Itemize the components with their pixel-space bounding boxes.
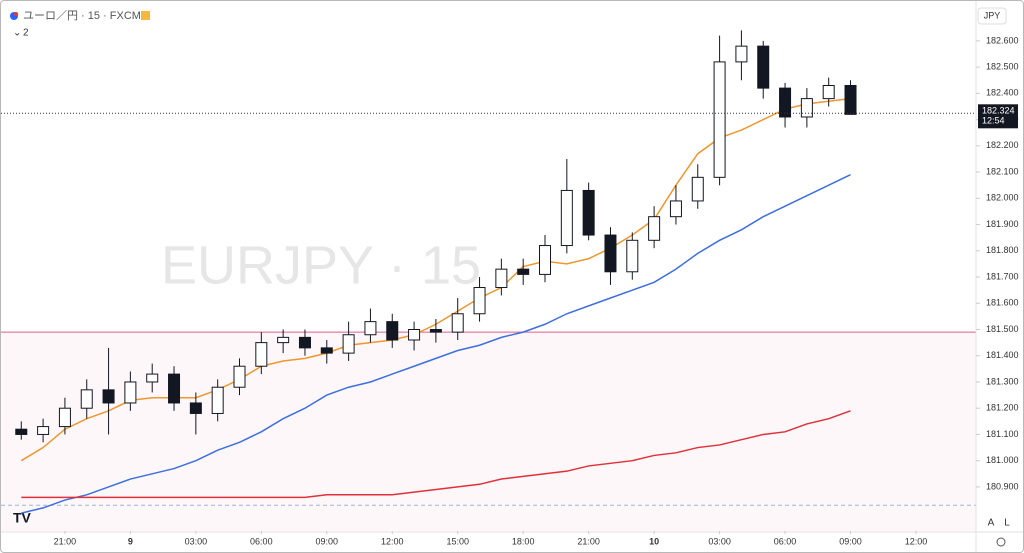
y-tick-label: 182.000 — [986, 193, 1019, 203]
candle-body — [473, 287, 486, 315]
y-tick-label: 182.600 — [986, 35, 1019, 45]
scale-button[interactable]: A — [988, 518, 995, 529]
price-tag — [978, 104, 1018, 129]
candle-body — [560, 189, 573, 247]
candle-body — [15, 428, 28, 435]
x-tick-label: 15:00 — [446, 536, 469, 546]
last-price: 182.324 — [982, 106, 1015, 116]
candle-body — [822, 84, 835, 100]
x-tick-label: 09:00 — [839, 536, 862, 546]
zone — [1, 332, 976, 531]
y-tick-label: 181.400 — [986, 350, 1019, 360]
candle-body — [582, 189, 595, 236]
y-tick-label: 181.000 — [986, 455, 1019, 465]
x-tick-label: 12:00 — [381, 536, 404, 546]
candle-body — [648, 216, 661, 241]
indicator-line — [21, 410, 851, 499]
x-tick-label: 12:00 — [905, 536, 928, 546]
candle-body — [255, 342, 268, 367]
candle-body — [429, 329, 442, 333]
y-tick-label: 182.200 — [986, 140, 1019, 150]
candle-body — [168, 373, 181, 404]
y-tick-label: 181.500 — [986, 324, 1019, 334]
candle-body — [386, 321, 399, 341]
candle-body — [517, 268, 530, 275]
x-tick-label: 10 — [649, 536, 659, 546]
symbol-icon — [14, 12, 18, 16]
candle-body — [800, 98, 813, 118]
x-tick-label: 06:00 — [774, 536, 797, 546]
y-tick-label: 181.600 — [986, 298, 1019, 308]
settings-icon[interactable] — [996, 537, 1006, 547]
x-tick-label: 21:00 — [54, 536, 77, 546]
candle-body — [277, 336, 290, 344]
y-tick-label: 181.900 — [986, 219, 1019, 229]
x-tick-label: 09:00 — [316, 536, 339, 546]
candle-body — [844, 84, 857, 115]
candle-body — [779, 87, 792, 118]
y-tick-label: 182.400 — [986, 88, 1019, 98]
candle-body — [58, 407, 71, 428]
candle-body — [669, 200, 682, 218]
y-tick-label: 182.100 — [986, 166, 1019, 176]
candle-body — [408, 329, 421, 341]
y-tick-label: 181.200 — [986, 403, 1019, 413]
candle-body — [320, 347, 333, 354]
y-tick-label: 181.100 — [986, 429, 1019, 439]
x-tick-label: 03:00 — [185, 536, 208, 546]
currency[interactable]: JPY — [984, 10, 1001, 20]
candle-body — [102, 389, 115, 404]
x-tick-label: 18:00 — [512, 536, 535, 546]
symbol-header: ユーロ／円 · 15 · FXCM — [23, 9, 141, 22]
y-tick-label: 182.500 — [986, 62, 1019, 72]
status-flag — [141, 11, 150, 20]
y-tick-label: 181.800 — [986, 245, 1019, 255]
x-tick-label: 06:00 — [250, 536, 273, 546]
candle-body — [757, 45, 770, 89]
candle-body — [735, 45, 748, 63]
candle-body — [604, 234, 617, 273]
candle-body — [342, 334, 355, 354]
indicator-line — [21, 174, 851, 514]
x-tick-label: 9 — [128, 536, 133, 546]
candle-body — [451, 313, 464, 333]
x-tick-label: 03:00 — [708, 536, 731, 546]
candle-body — [691, 176, 704, 202]
y-tick-label: 181.300 — [986, 376, 1019, 386]
candle-body — [539, 245, 552, 275]
candle-body — [713, 61, 726, 178]
countdown: 12:54 — [982, 116, 1005, 126]
x-tick-label: 21:00 — [577, 536, 600, 546]
candle-body — [495, 268, 508, 289]
logo: TV — [13, 510, 32, 526]
candle-body — [626, 239, 639, 273]
y-tick-label: 180.900 — [986, 481, 1019, 491]
candle-body — [80, 389, 93, 409]
candle-body — [37, 426, 50, 435]
y-tick-label: 181.700 — [986, 271, 1019, 281]
candle-body — [146, 373, 159, 383]
scale-button[interactable]: L — [1004, 518, 1010, 529]
candle-body — [233, 365, 246, 388]
indicator-toggle[interactable]: ⌄ — [13, 28, 21, 39]
candle-body — [124, 381, 137, 404]
candle-body — [364, 321, 377, 336]
indicator-count[interactable]: 2 — [23, 28, 29, 39]
watermark: EURJPY · 15 — [161, 235, 481, 295]
candle-body — [211, 386, 224, 414]
candle-body — [298, 336, 311, 349]
candle-body — [189, 402, 202, 414]
currency-box[interactable] — [977, 7, 1007, 25]
